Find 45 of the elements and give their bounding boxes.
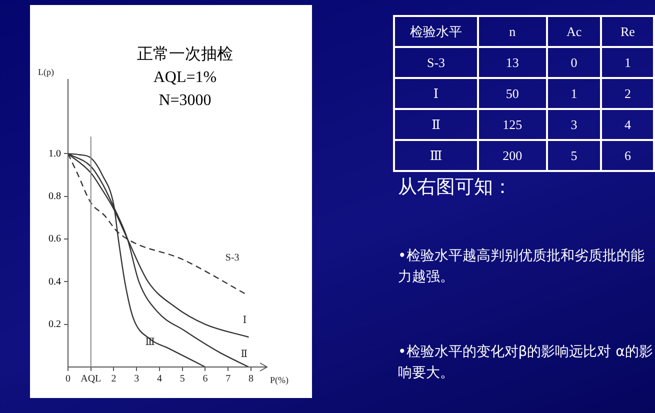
text: 1 (570, 86, 578, 100)
y-tick-label: 0.8 (48, 190, 61, 202)
chart-title: 正常一次抽检 (136, 44, 234, 65)
x-tick-label: 7 (226, 374, 231, 385)
text: 2 (624, 86, 631, 100)
y-tick-label: 1.0 (48, 148, 61, 160)
x-tick-label: 2 (111, 374, 116, 385)
x-tick-label: AQL (80, 374, 102, 385)
x-tick-label: 6 (202, 374, 208, 385)
text: 1 (624, 54, 631, 70)
category-label: Ac (546, 16, 602, 47)
y-tick-label: 0.2 (48, 318, 61, 330)
text: 125 (502, 116, 522, 132)
y-tick-label: 0.4 (48, 276, 61, 288)
text: •检验水平的变化对β的影响远比对 α的影响要大。 (398, 343, 653, 383)
y-axis-title: L(p) (38, 67, 54, 77)
series-label: Ⅲ (145, 337, 156, 348)
y-tick-label: 0.6 (48, 234, 61, 245)
category-label: Ⅱ (432, 116, 440, 132)
text: 200 (502, 148, 522, 162)
text: 检验水平 (394, 16, 478, 47)
text: 0 (570, 54, 578, 70)
category-label: n (478, 16, 547, 47)
x-tick-label: 0 (66, 374, 70, 385)
category-label: Ⅲ (430, 148, 442, 162)
x-tick-label: 4 (156, 374, 162, 385)
text: 50 (506, 86, 519, 100)
x-axis-title: P(%) (270, 375, 288, 385)
x-tick-label: 3 (134, 374, 140, 385)
text: 3 (570, 116, 578, 132)
x-tick-label: 8 (248, 374, 254, 385)
text: 6 (624, 148, 631, 162)
x-tick-label: 5 (180, 374, 185, 385)
chart-subtitle: AQL=1% N=3000 (152, 68, 218, 111)
category-label: Re (601, 16, 654, 47)
text: 从右图可知： (398, 175, 513, 200)
category-label: S-3 (426, 54, 446, 70)
text: 4 (624, 116, 631, 132)
category-label: Ⅰ (433, 86, 439, 100)
series-label: S-3 (225, 252, 240, 264)
text: •检验水平越高判别优质批和劣质批的能力越强。 (398, 247, 646, 287)
series-label: Ⅱ (240, 349, 248, 360)
text: 13 (506, 54, 519, 70)
text: 5 (570, 148, 578, 162)
series-label: Ⅰ (242, 315, 247, 326)
